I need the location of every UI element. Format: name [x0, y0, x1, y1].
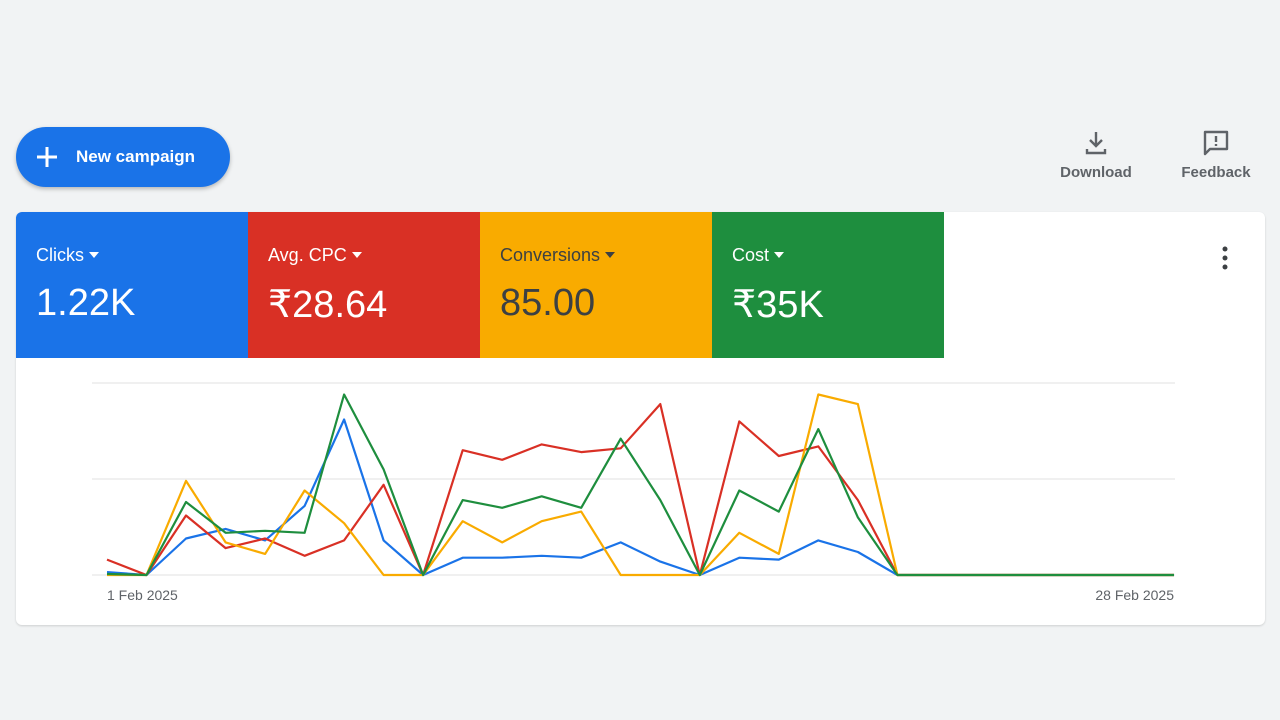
feedback-action[interactable]: Feedback — [1166, 130, 1266, 181]
metric-tile[interactable]: Conversions 85.00 — [480, 212, 712, 358]
metric-value: ₹28.64 — [268, 284, 388, 326]
x-tick-label: 1 Feb 2025 — [107, 587, 178, 603]
dropdown-arrow — [89, 252, 99, 258]
dropdown-arrow — [351, 252, 362, 258]
metric-tile[interactable]: Avg. CPC ₹28.64 — [248, 212, 480, 358]
new-campaign-button[interactable]: New campaign — [16, 127, 230, 187]
metric-name: Conversions — [500, 244, 601, 265]
button-label: New campaign — [76, 147, 196, 166]
metric-label: Conversions — [500, 244, 712, 266]
line-chart: 1 Feb 2025 28 Feb 2025 — [92, 382, 1175, 603]
metric-name: Avg. CPC — [268, 244, 347, 265]
more-menu[interactable] — [1217, 244, 1233, 272]
metric-value: 1.22K — [36, 282, 136, 324]
dropdown-arrow — [774, 252, 785, 258]
series-line — [106, 393, 1174, 577]
metric-tile[interactable]: Clicks 1.22K — [16, 212, 248, 358]
metric-name: Clicks — [36, 244, 84, 265]
plus-icon — [37, 147, 57, 167]
metric-value: 85.00 — [500, 282, 596, 324]
metric-name: Cost — [732, 244, 770, 265]
series-line — [107, 393, 1174, 577]
dropdown-arrow — [605, 252, 616, 258]
download-icon — [1085, 132, 1107, 155]
download-action[interactable]: Download — [1046, 130, 1146, 181]
metric-label: Cost — [732, 244, 944, 266]
action-label: Feedback — [1181, 164, 1251, 181]
feedback-icon — [1203, 130, 1229, 156]
metric-tile[interactable]: Cost ₹35K — [712, 212, 944, 358]
metric-label: Avg. CPC — [268, 244, 480, 266]
metric-value: ₹35K — [732, 284, 824, 326]
x-tick-label: 28 Feb 2025 — [1095, 587, 1174, 603]
metric-label: Clicks — [36, 244, 248, 266]
action-label: Download — [1060, 164, 1132, 181]
performance-card: Clicks 1.22K Avg. CPC ₹28.64 Conversions 85.0… — [16, 212, 1265, 625]
